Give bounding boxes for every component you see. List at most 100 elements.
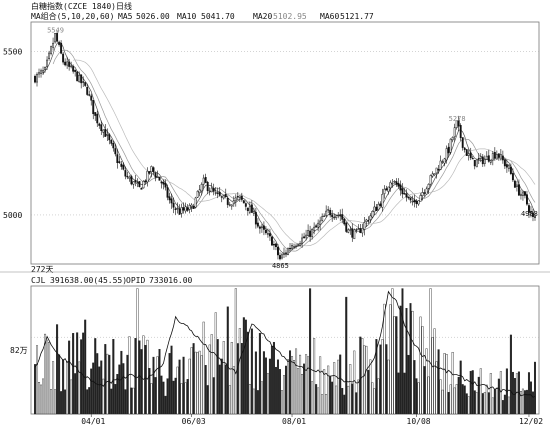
- candle-body: [236, 196, 239, 198]
- candle-body: [534, 216, 536, 218]
- volume-bar: [489, 373, 492, 415]
- volume-bar: [42, 378, 45, 415]
- volume-bar: [176, 366, 179, 415]
- volume-bar: [146, 339, 149, 415]
- candle-body: [186, 207, 189, 211]
- candle-body: [379, 203, 382, 207]
- volume-bar: [431, 337, 434, 415]
- candle-body: [455, 120, 458, 128]
- volume-bar: [166, 378, 169, 415]
- volume-bar: [299, 354, 302, 415]
- candle-body: [90, 95, 93, 101]
- volume-bar: [365, 345, 368, 415]
- volume-bar: [479, 368, 482, 415]
- candle-body: [58, 42, 61, 45]
- candle-body: [152, 167, 155, 172]
- candle-body: [270, 236, 273, 246]
- candle-body: [285, 252, 287, 254]
- candle-body: [417, 200, 420, 205]
- candle-body: [493, 152, 496, 159]
- volume-bar: [397, 372, 400, 415]
- volume-bar: [359, 336, 362, 415]
- cjl-label: CJL: [31, 276, 46, 285]
- ma60-value: 5121.77: [340, 12, 374, 21]
- ma20-value: 5102.95: [273, 12, 307, 21]
- candle-body: [311, 229, 314, 237]
- candle-body: [299, 243, 302, 246]
- volume-bar: [377, 378, 380, 415]
- candle-body: [359, 228, 362, 233]
- volume-bar: [188, 358, 191, 415]
- volume-bar: [180, 383, 183, 415]
- candle-body: [427, 184, 430, 189]
- candle-body: [188, 205, 191, 210]
- candle-body: [365, 219, 368, 222]
- volume-bar: [501, 400, 504, 415]
- volume-bar: [276, 359, 279, 415]
- candle-body: [70, 65, 73, 68]
- volume-bar: [156, 356, 159, 415]
- x-tick-label: 10/08: [407, 417, 431, 426]
- candle-body: [503, 159, 506, 167]
- candle-body: [130, 176, 133, 185]
- volume-bar: [443, 353, 446, 415]
- candle-body: [295, 245, 297, 247]
- volume-bar: [487, 392, 490, 415]
- candle-body: [519, 193, 522, 196]
- volume-bar: [234, 288, 237, 415]
- volume-bar: [341, 387, 344, 415]
- volume-bar: [311, 381, 314, 415]
- volume-bar: [343, 394, 346, 415]
- volume-bar: [132, 387, 135, 415]
- candle-body: [214, 192, 217, 194]
- volume-bar: [262, 351, 265, 415]
- candle-body: [168, 196, 171, 201]
- volume-bar: [170, 345, 173, 415]
- candle-body: [473, 159, 476, 167]
- candle-body: [134, 180, 137, 183]
- candle-body: [118, 161, 121, 163]
- volume-bar: [485, 384, 488, 415]
- candle-body: [212, 188, 215, 192]
- candle-body: [319, 220, 322, 225]
- candle-body: [234, 197, 237, 202]
- candle-body: [102, 129, 105, 133]
- candle-body: [530, 211, 532, 213]
- volume-bar: [74, 373, 77, 415]
- volume-bar: [270, 345, 273, 415]
- volume-bar: [116, 373, 119, 415]
- candle-body: [439, 160, 442, 170]
- candle-body: [94, 112, 97, 116]
- candle-body: [176, 207, 179, 210]
- x-tick-label: 12/02: [519, 417, 543, 426]
- candle-body: [351, 228, 354, 238]
- volume-bar: [531, 391, 534, 415]
- candle-body: [262, 225, 265, 230]
- volume-bar: [445, 354, 448, 415]
- volume-bar: [503, 394, 506, 415]
- volume-bar: [144, 345, 147, 415]
- volume-bar: [473, 390, 476, 415]
- volume-bar: [252, 388, 255, 415]
- volume-bar: [202, 321, 205, 415]
- candle-body: [361, 228, 364, 234]
- candle-body: [431, 173, 434, 177]
- candle-body: [54, 33, 57, 43]
- candle-body: [449, 138, 452, 153]
- volume-bar: [437, 349, 440, 415]
- candle-body: [499, 154, 502, 160]
- volume-bar: [495, 388, 498, 415]
- volume-bar: [38, 382, 41, 415]
- candle-body: [315, 225, 318, 228]
- candle-body: [120, 163, 123, 167]
- candle-body: [40, 70, 42, 74]
- candle-body: [291, 245, 293, 250]
- volume-bar: [196, 352, 199, 415]
- candle-body: [275, 243, 277, 248]
- candle-body: [347, 229, 350, 233]
- volume-bar: [266, 373, 269, 415]
- volume-bar: [363, 345, 366, 415]
- candle-body: [355, 229, 358, 231]
- volume-bar: [287, 359, 290, 415]
- candle-body: [222, 195, 225, 199]
